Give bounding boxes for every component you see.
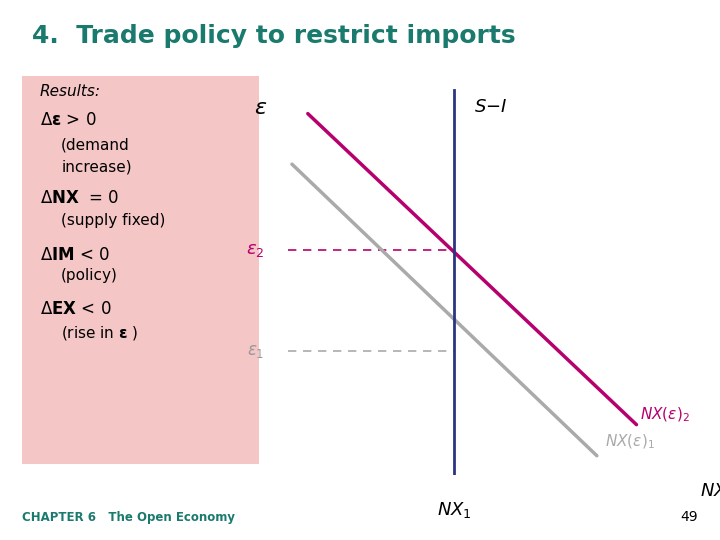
Text: $\mathit{NX}(\varepsilon)_2$: $\mathit{NX}(\varepsilon)_2$ bbox=[641, 405, 690, 423]
Text: 49: 49 bbox=[681, 510, 698, 524]
Text: $\varepsilon_2$: $\varepsilon_2$ bbox=[246, 241, 264, 259]
Text: $\Delta\mathbf{IM}$ < 0: $\Delta\mathbf{IM}$ < 0 bbox=[40, 246, 109, 264]
Text: Results:: Results: bbox=[40, 84, 101, 99]
Text: $\mathit{NX}_1$: $\mathit{NX}_1$ bbox=[437, 501, 472, 521]
Text: 4.  Trade policy to restrict imports: 4. Trade policy to restrict imports bbox=[32, 24, 516, 48]
Text: $\Delta\mathbf{EX}$ < 0: $\Delta\mathbf{EX}$ < 0 bbox=[40, 300, 111, 318]
Text: $\mathit{NX}(\varepsilon)_1$: $\mathit{NX}(\varepsilon)_1$ bbox=[605, 433, 654, 451]
Text: CHAPTER 6   The Open Economy: CHAPTER 6 The Open Economy bbox=[22, 511, 235, 524]
Text: $\varepsilon_1$: $\varepsilon_1$ bbox=[247, 342, 264, 360]
Text: $\varepsilon$: $\varepsilon$ bbox=[253, 98, 267, 118]
Text: increase): increase) bbox=[61, 159, 132, 174]
Text: $\mathit{NX}$: $\mathit{NX}$ bbox=[700, 482, 720, 500]
Text: (rise in $\mathbf{\varepsilon}$ ): (rise in $\mathbf{\varepsilon}$ ) bbox=[61, 324, 138, 342]
Text: (supply fixed): (supply fixed) bbox=[61, 213, 166, 228]
Text: $\Delta\mathbf{\varepsilon}$ > 0: $\Delta\mathbf{\varepsilon}$ > 0 bbox=[40, 111, 96, 129]
Text: $\mathit{S}$$-$$\mathit{I}$: $\mathit{S}$$-$$\mathit{I}$ bbox=[474, 98, 508, 116]
Text: (policy): (policy) bbox=[61, 268, 118, 284]
Text: (demand: (demand bbox=[61, 138, 130, 153]
Text: $\Delta\mathbf{NX}$  = 0: $\Delta\mathbf{NX}$ = 0 bbox=[40, 189, 119, 207]
